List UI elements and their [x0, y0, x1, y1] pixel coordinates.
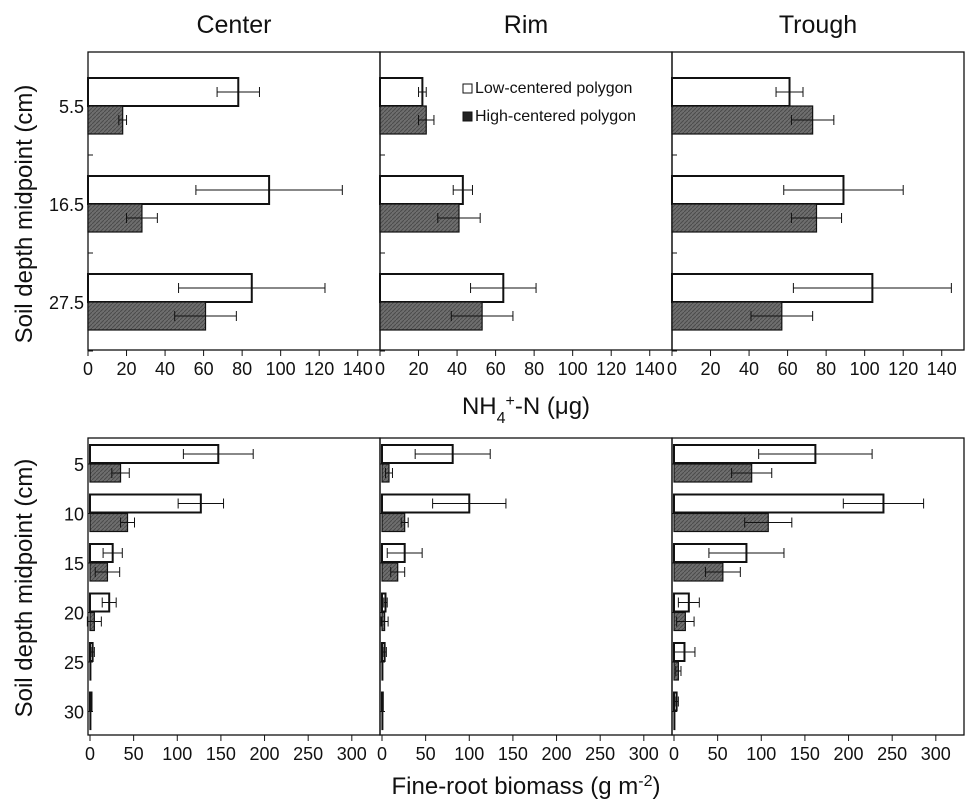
top-rim-bar-high [379, 301, 483, 331]
legend-label-low: Low-centered polygon [475, 80, 632, 97]
bottom-rim-xtick-label: 200 [542, 744, 572, 764]
bottom-trough-xtick-label: 150 [790, 744, 820, 764]
top-center-bar-low [87, 77, 240, 107]
bottom-trough-frame [671, 437, 965, 736]
bottom-center-ytick-label: 15 [64, 554, 84, 574]
bottom-rim-xtick-label: 0 [377, 744, 387, 764]
top-rim-xtick-label: 120 [596, 359, 626, 379]
top-trough-xtick-label: 80 [816, 359, 836, 379]
top-center-xtick-label: 80 [232, 359, 252, 379]
bottom-rim-xtick-label: 50 [416, 744, 436, 764]
bottom-trough-xtick-label: 250 [877, 744, 907, 764]
top-trough-xtick-label: 140 [927, 359, 957, 379]
legend-swatch-high [462, 111, 473, 122]
top-center-ytick-label: 27.5 [49, 293, 84, 313]
top-trough-bar-high [671, 105, 814, 135]
top-rim-xtick-label: 80 [524, 359, 544, 379]
bottom-rim-bar-high [381, 661, 384, 681]
bottom-center-xtick-label: 250 [293, 744, 323, 764]
bottom-rim-xtick-label: 150 [498, 744, 528, 764]
top-center-ytick-label: 5.5 [59, 97, 84, 117]
bottom-center-bar-high [89, 710, 92, 731]
top-center-bar-high [87, 105, 124, 135]
top-trough-xtick-label: 20 [701, 359, 721, 379]
bottom-center-ytick-label: 30 [64, 703, 84, 723]
top-trough-xtick-label: 40 [739, 359, 759, 379]
bottom-center-xtick-label: 0 [85, 744, 95, 764]
top-rim-xtick-label: 140 [635, 359, 665, 379]
top-trough-bar-low [671, 77, 791, 107]
top-trough-xtick-label: 0 [667, 359, 677, 379]
bottom-center-ytick-label: 10 [64, 505, 84, 525]
top-center-xtick-label: 140 [343, 359, 373, 379]
bottom-center-frame [87, 437, 381, 736]
top-center-xtick-label: 120 [304, 359, 334, 379]
bottom-center-xtick-label: 150 [206, 744, 236, 764]
bottom-trough-xtick-label: 200 [834, 744, 864, 764]
legend-label-high: High-centered polygon [475, 108, 636, 125]
top-x-axis-label: NH4+-N (μg) [462, 393, 590, 427]
top-rim-xtick-label: 0 [375, 359, 385, 379]
top-center-xtick-label: 60 [194, 359, 214, 379]
top-rim-bar-low [379, 175, 464, 205]
top-rim-xtick-label: 100 [558, 359, 588, 379]
bottom-center-ytick-label: 25 [64, 653, 84, 673]
column-title-trough: Trough [779, 11, 857, 39]
top-trough-xtick-label: 60 [778, 359, 798, 379]
top-rim-xtick-label: 40 [447, 359, 467, 379]
bottom-rim-bar-low [381, 691, 384, 712]
bottom-center-xtick-label: 200 [250, 744, 280, 764]
bottom-trough-xtick-label: 300 [921, 744, 951, 764]
top-center-xtick-label: 20 [117, 359, 137, 379]
column-title-rim: Rim [504, 11, 548, 39]
top-rim-bar-low [379, 77, 424, 107]
bottom-rim-bar-high [381, 710, 384, 731]
legend-swatch-low [462, 83, 473, 94]
legend: Low-centered polygon High-centered polyg… [462, 80, 636, 125]
top-center-xtick-label: 0 [83, 359, 93, 379]
bottom-trough-xtick-label: 50 [708, 744, 728, 764]
bottom-center-bar-high [89, 661, 92, 681]
top-center-xtick-label: 40 [155, 359, 175, 379]
bottom-trough-xtick-label: 100 [746, 744, 776, 764]
bottom-rim-frame [379, 437, 673, 736]
bottom-center-xtick-label: 50 [124, 744, 144, 764]
top-rim-xtick-label: 60 [486, 359, 506, 379]
column-title-center: Center [196, 11, 271, 39]
bottom-rim-xtick-label: 300 [629, 744, 659, 764]
bottom-center-bar-low [89, 691, 93, 712]
bottom-center-xtick-label: 300 [337, 744, 367, 764]
top-rim-xtick-label: 20 [409, 359, 429, 379]
bottom-trough-bar-high [673, 710, 676, 731]
bottom-x-axis-label: Fine-root biomass (g m-2) [392, 773, 661, 801]
bottom-y-axis-label: Soil depth midpoint (cm) [11, 459, 38, 718]
bottom-center-xtick-label: 100 [162, 744, 192, 764]
top-center-xtick-label: 100 [266, 359, 296, 379]
bottom-rim-xtick-label: 250 [585, 744, 615, 764]
bottom-rim-xtick-label: 100 [454, 744, 484, 764]
bottom-center-ytick-label: 5 [74, 455, 84, 475]
bottom-center-ytick-label: 20 [64, 604, 84, 624]
top-center-ytick-label: 16.5 [49, 195, 84, 215]
top-trough-xtick-label: 100 [850, 359, 880, 379]
top-trough-xtick-label: 120 [888, 359, 918, 379]
bottom-trough-xtick-label: 0 [669, 744, 679, 764]
top-y-axis-label: Soil depth midpoint (cm) [11, 85, 38, 344]
top-rim-bar-high [379, 203, 460, 233]
